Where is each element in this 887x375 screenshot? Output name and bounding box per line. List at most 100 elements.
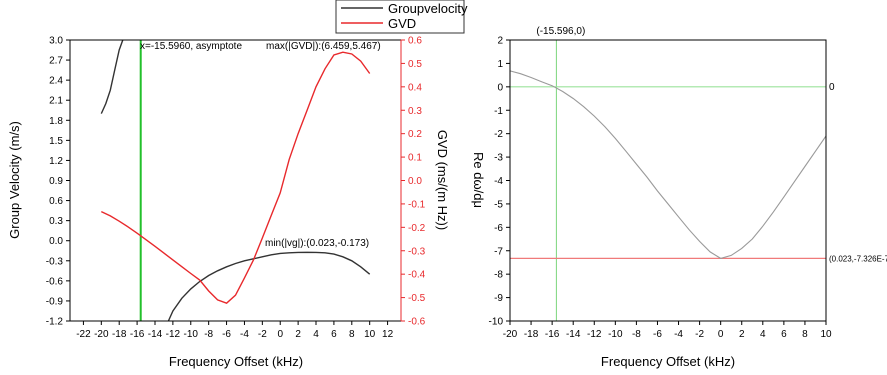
left-y-tick-label: 0.9 — [49, 176, 63, 187]
legend-label-groupvelocity: Groupvelocity — [388, 1, 468, 16]
right-y-tick-label: -5 — [494, 199, 503, 210]
left-x-tick-label: 10 — [364, 329, 376, 340]
left-y2-tick-label: 0.3 — [408, 106, 422, 117]
right-x-tick-label: -6 — [653, 329, 662, 340]
left-y2-tick-label: -0.1 — [408, 199, 426, 210]
legend-box — [335, 0, 465, 34]
left-y-axis-label: Group Velocity (m/s) — [7, 121, 22, 239]
left-y-tick-label: 2.7 — [49, 56, 63, 67]
right-x-tick-label: -16 — [545, 329, 560, 340]
left-y-tick-label: -0.9 — [46, 296, 64, 307]
left-series — [100, 39, 371, 322]
right-y-tick-label: 1 — [497, 59, 503, 70]
right-ref-labels: (-15.596,0) 0 (0.023,-7.326E-7) — [536, 26, 887, 263]
left-annotation-min-vg: min(|vg|):(0.023,-0.173) — [265, 238, 369, 249]
chart-left: -1.2 -0.9 -0.6 -0.3 0.0 0.3 0.6 0.9 1.2 1.5 1.8 2.1… — [7, 36, 450, 370]
left-y2-tick-label: -0.4 — [408, 270, 426, 281]
left-y2-axis-label: GVD (ms/(m Hz)) — [435, 130, 450, 230]
right-y-tick-label: -1 — [494, 106, 503, 117]
left-plot-frame — [69, 39, 402, 322]
left-annotation-max-gvd: max(|GVD|):(6.459,5.467) — [266, 41, 381, 52]
left-y-tick-label: 1.8 — [49, 116, 63, 127]
left-annotation-asymptote: x=-15.5960, asymptote — [140, 41, 242, 52]
left-y-tick-label: 2.1 — [49, 96, 63, 107]
left-y2-tick-label: 0.2 — [408, 129, 422, 140]
right-x-axis: -20 -18 -16 -14 -12 -10 -8 -6 -4 -2 0 2 4 6 8 10 — [503, 321, 832, 340]
legend: Groupvelocity GVD — [335, 0, 468, 34]
left-y2-tick-label: 0.4 — [408, 82, 422, 93]
left-y-tick-label: 1.2 — [49, 156, 63, 167]
left-y-tick-label: 0.6 — [49, 196, 63, 207]
left-x-tick-label: 4 — [313, 329, 319, 340]
right-y-tick-label: -3 — [494, 153, 503, 164]
left-y-tick-label: 2.4 — [49, 76, 63, 87]
right-x-tick-label: -10 — [608, 329, 623, 340]
left-y-tick-label: -0.3 — [46, 256, 64, 267]
right-y-tick-label: -6 — [494, 223, 503, 234]
left-x-tick-label: 8 — [349, 329, 355, 340]
right-x-tick-label: 0 — [718, 329, 724, 340]
right-y-tick-label: -9 — [494, 293, 503, 304]
right-x-tick-label: -12 — [587, 329, 602, 340]
left-y-tick-label: 1.5 — [49, 136, 63, 147]
left-x-tick-label: -16 — [130, 329, 145, 340]
left-y-axis: -1.2 -0.9 -0.6 -0.3 0.0 0.3 0.6 0.9 1.2 1.5 1.8 2.1… — [46, 36, 70, 328]
right-y-tick-label: -7 — [494, 246, 503, 257]
left-x-axis-label: Frequency Offset (kHz) — [169, 354, 303, 369]
right-horizontal-ref-label: (0.023,-7.326E-7) — [829, 254, 887, 263]
left-x-tick-label: 6 — [331, 329, 337, 340]
left-x-tick-label: -10 — [184, 329, 199, 340]
left-y2-tick-label: -0.6 — [408, 317, 426, 328]
right-x-tick-label: -2 — [695, 329, 704, 340]
left-x-tick-label: 12 — [382, 329, 394, 340]
right-y-tick-label: -10 — [489, 317, 504, 328]
left-y2-tick-label: -0.2 — [408, 223, 426, 234]
left-y-tick-label: -1.2 — [46, 317, 64, 328]
left-series-groupvelocity-line — [167, 251, 371, 322]
right-vertical-ref-label: (-15.596,0) — [536, 26, 585, 37]
left-y-tick-label: 3.0 — [49, 36, 63, 47]
left-x-tick-label: -8 — [204, 329, 213, 340]
right-x-tick-label: -14 — [566, 329, 581, 340]
left-series-groupvelocity-line — [100, 39, 124, 114]
left-y2-tick-label: 0.1 — [408, 153, 422, 164]
right-x-tick-label: -18 — [524, 329, 539, 340]
right-x-tick-label: 6 — [781, 329, 787, 340]
left-x-tick-label: 0 — [277, 329, 283, 340]
right-x-tick-label: -4 — [674, 329, 683, 340]
right-y-tick-label: 0 — [497, 82, 503, 93]
right-x-tick-label: -20 — [503, 329, 518, 340]
legend-label-gvd: GVD — [388, 16, 416, 31]
right-series-line — [509, 70, 827, 259]
left-x-tick-label: -4 — [240, 329, 249, 340]
left-y2-tick-label: 0.6 — [408, 36, 422, 47]
left-y2-tick-label: 0.5 — [408, 59, 422, 70]
right-x-tick-label: 4 — [760, 329, 766, 340]
right-series — [509, 70, 827, 259]
left-x-tick-label: -12 — [166, 329, 181, 340]
left-x-tick-label: -2 — [258, 329, 267, 340]
left-series-gvd-line — [100, 51, 371, 305]
left-x-tick-label: -6 — [222, 329, 231, 340]
right-y-tick-label: -8 — [494, 270, 503, 281]
left-y2-axis: -0.6 -0.5 -0.4 -0.3 -0.2 -0.1 0.0 0.1 0.2 0.3 0.4 0… — [400, 36, 426, 328]
left-x-tick-label: -22 — [76, 329, 91, 340]
left-y-tick-label: -0.6 — [46, 276, 64, 287]
left-x-tick-label: 2 — [295, 329, 301, 340]
left-y2-tick-label: -0.5 — [408, 293, 426, 304]
left-y2-tick-label: 0.0 — [408, 176, 422, 187]
left-x-tick-label: -20 — [94, 329, 109, 340]
right-x-tick-label: 10 — [820, 329, 832, 340]
left-y2-tick-label: -0.3 — [408, 246, 426, 257]
left-y-tick-label: 0.0 — [49, 236, 63, 247]
right-y-tick-label: -2 — [494, 129, 503, 140]
left-y-tick-label: 0.3 — [49, 216, 63, 227]
right-y-tick-label: 2 — [497, 36, 503, 47]
right-x-tick-label: -8 — [632, 329, 641, 340]
left-x-axis: -22 -20 -18 -16 -14 -12 -10 -8 -6 -4 -2 0 2 4 6 8 10 12 — [76, 321, 394, 340]
right-x-tick-label: 2 — [739, 329, 745, 340]
left-x-tick-label: -18 — [112, 329, 127, 340]
left-x-tick-label: -14 — [148, 329, 163, 340]
